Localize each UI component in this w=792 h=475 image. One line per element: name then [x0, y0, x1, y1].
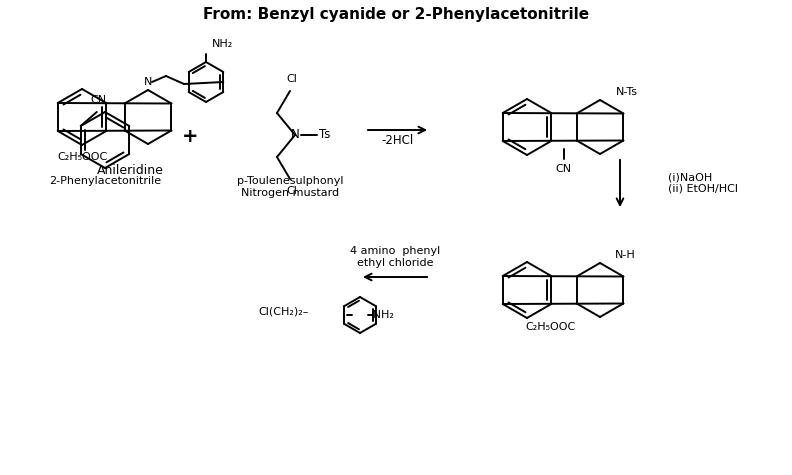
Text: 4 amino  phenyl
ethyl chloride: 4 amino phenyl ethyl chloride: [350, 246, 440, 268]
Text: –NH₂: –NH₂: [367, 310, 394, 320]
Text: Cl: Cl: [287, 74, 298, 84]
Text: CN: CN: [91, 95, 107, 105]
Text: -2HCl: -2HCl: [381, 133, 413, 146]
Text: 2-Phenylacetonitrile: 2-Phenylacetonitrile: [49, 176, 161, 186]
Text: Cl: Cl: [287, 186, 298, 196]
Text: CN: CN: [555, 164, 572, 174]
Text: Anileridine: Anileridine: [97, 163, 163, 177]
Text: C₂H₅OOC: C₂H₅OOC: [525, 322, 575, 332]
Text: NH₂: NH₂: [212, 39, 234, 49]
Text: (i)NaOH
(ii) EtOH/HCl: (i)NaOH (ii) EtOH/HCl: [668, 172, 738, 194]
Text: N-H: N-H: [615, 250, 636, 260]
Text: N-Ts: N-Ts: [616, 87, 638, 97]
Text: p-Toulenesulphonyl: p-Toulenesulphonyl: [237, 176, 343, 186]
Text: Nitrogen mustard: Nitrogen mustard: [241, 188, 339, 198]
Text: C₂H₅OOC: C₂H₅OOC: [57, 152, 107, 162]
Text: Ts: Ts: [319, 129, 331, 142]
Text: N: N: [291, 129, 299, 142]
Text: From: Benzyl cyanide or 2-Phenylacetonitrile: From: Benzyl cyanide or 2-Phenylacetonit…: [203, 8, 589, 22]
Text: N: N: [144, 77, 152, 87]
Text: +: +: [181, 127, 198, 146]
Text: Cl(CH₂)₂–: Cl(CH₂)₂–: [259, 307, 309, 317]
